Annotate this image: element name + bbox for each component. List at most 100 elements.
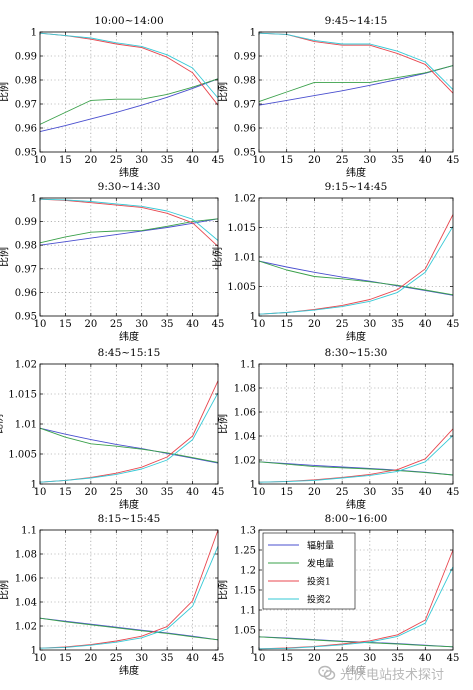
x-tick-label: 30 xyxy=(135,653,148,664)
x-tick-label: 40 xyxy=(186,319,199,330)
x-axis-label: 纬度 xyxy=(119,498,139,511)
y-tick-label: 1.02 xyxy=(15,360,37,371)
x-tick-label: 25 xyxy=(336,155,349,166)
x-tick-label: 15 xyxy=(59,319,72,330)
x-tick-label: 45 xyxy=(447,487,460,498)
chart-panel-5: 10 15 20 25 30 35 40 45 1 1.005 1.01 1.015 1.02 8:45~… xyxy=(0,347,224,511)
y-tick-label: 1.1 xyxy=(240,360,256,371)
series-line-radiation xyxy=(39,78,219,133)
series-line-power xyxy=(258,636,454,648)
y-tick-label: 1 xyxy=(250,28,256,39)
y-tick-label: 1.005 xyxy=(227,282,256,293)
x-tick-label: 25 xyxy=(336,653,349,664)
series-line-radiation xyxy=(258,65,454,106)
y-tick-label: 0.96 xyxy=(234,124,256,135)
x-tick-label: 10 xyxy=(34,653,47,664)
x-tick-label: 35 xyxy=(391,155,404,166)
y-tick-label: 1.08 xyxy=(234,384,256,395)
x-tick-label: 10 xyxy=(34,487,47,498)
y-tick-label: 1.01 xyxy=(15,420,37,431)
legend-label: 投资1 xyxy=(307,576,331,588)
y-tick-label: 0.95 xyxy=(15,312,37,323)
x-tick-label: 35 xyxy=(161,319,174,330)
x-tick-label: 30 xyxy=(135,155,148,166)
y-axis-label: 比例 xyxy=(0,247,11,267)
x-axis-label: 纬度 xyxy=(346,166,366,179)
y-tick-label: 0.98 xyxy=(15,76,37,87)
series-line-invest2 xyxy=(258,435,454,483)
y-tick-label: 1.02 xyxy=(234,456,256,467)
chart-title: 9:30~14:30 xyxy=(98,181,161,193)
x-axis-label: 纬度 xyxy=(119,330,139,343)
y-tick-label: 1 xyxy=(31,480,37,491)
x-tick-label: 25 xyxy=(110,653,123,664)
y-tick-label: 1.2 xyxy=(240,566,256,577)
x-tick-label: 30 xyxy=(363,487,376,498)
x-tick-label: 25 xyxy=(110,487,123,498)
x-tick-label: 40 xyxy=(419,653,432,664)
y-tick-label: 1.06 xyxy=(234,408,256,419)
y-axis-label: 比例 xyxy=(0,580,11,600)
x-tick-label: 20 xyxy=(308,653,321,664)
y-tick-label: 1.25 xyxy=(234,546,256,557)
y-tick-label: 1.04 xyxy=(234,432,256,443)
series-line-invest1 xyxy=(39,529,219,649)
y-tick-label: 1 xyxy=(31,646,37,657)
series-line-invest1 xyxy=(258,428,454,483)
legend-label: 辐射量 xyxy=(307,540,334,552)
x-tick-label: 15 xyxy=(280,487,293,498)
x-tick-label: 20 xyxy=(308,155,321,166)
wechat-logo-icon xyxy=(318,665,336,680)
x-tick-label: 45 xyxy=(212,487,225,498)
series-line-radiation xyxy=(39,218,219,246)
x-tick-label: 45 xyxy=(447,319,460,330)
x-tick-label: 40 xyxy=(419,319,432,330)
series-line-invest2 xyxy=(258,32,454,90)
x-tick-label: 35 xyxy=(161,487,174,498)
x-tick-label: 30 xyxy=(135,319,148,330)
x-tick-label: 45 xyxy=(447,653,460,664)
chart-title: 8:30~15:30 xyxy=(325,347,388,359)
x-tick-label: 40 xyxy=(186,653,199,664)
x-tick-label: 10 xyxy=(253,155,266,166)
x-tick-label: 40 xyxy=(186,155,199,166)
x-tick-label: 25 xyxy=(336,319,349,330)
chart-panel-1: 10 15 20 25 30 35 40 45 0.95 0.96 0.97 0.98 0.99 1 10:… xyxy=(0,15,224,179)
y-tick-label: 1 xyxy=(250,646,256,657)
series-line-invest1 xyxy=(258,214,454,315)
y-tick-label: 1.01 xyxy=(234,253,256,264)
y-tick-label: 1.02 xyxy=(234,194,256,205)
series-line-invest2 xyxy=(39,198,219,241)
series-line-invest2 xyxy=(258,226,454,315)
series-line-invest2 xyxy=(39,392,219,483)
x-tick-label: 45 xyxy=(212,653,225,664)
y-tick-label: 1.3 xyxy=(240,526,256,537)
y-tick-label: 1.06 xyxy=(15,574,37,585)
series-line-radiation xyxy=(39,617,219,641)
legend-label: 发电量 xyxy=(307,558,334,570)
axes-frame xyxy=(39,197,219,317)
series-line-power xyxy=(258,260,454,296)
x-tick-label: 15 xyxy=(280,155,293,166)
chart-title: 8:45~15:15 xyxy=(98,347,161,359)
x-tick-label: 25 xyxy=(110,319,123,330)
y-tick-label: 0.98 xyxy=(234,76,256,87)
x-axis-label: 纬度 xyxy=(119,664,139,677)
y-tick-label: 0.96 xyxy=(15,288,37,299)
x-tick-label: 20 xyxy=(308,319,321,330)
x-tick-label: 25 xyxy=(336,487,349,498)
y-tick-label: 1.04 xyxy=(15,598,37,609)
x-tick-label: 15 xyxy=(280,319,293,330)
chart-panel-6: 10 15 20 25 30 35 40 45 1 1.02 1.04 1.06 1.08 1.1 8:30… xyxy=(217,347,460,511)
y-axis-label: 比例 xyxy=(217,580,230,600)
x-tick-label: 35 xyxy=(391,487,404,498)
axes-frame xyxy=(39,31,219,153)
y-tick-label: 1.1 xyxy=(240,606,256,617)
y-tick-label: 1.015 xyxy=(227,223,256,234)
y-tick-label: 1 xyxy=(250,312,256,323)
x-tick-label: 15 xyxy=(59,155,72,166)
series-line-invest2 xyxy=(39,32,219,99)
chart-title: 8:00~16:00 xyxy=(325,513,388,525)
